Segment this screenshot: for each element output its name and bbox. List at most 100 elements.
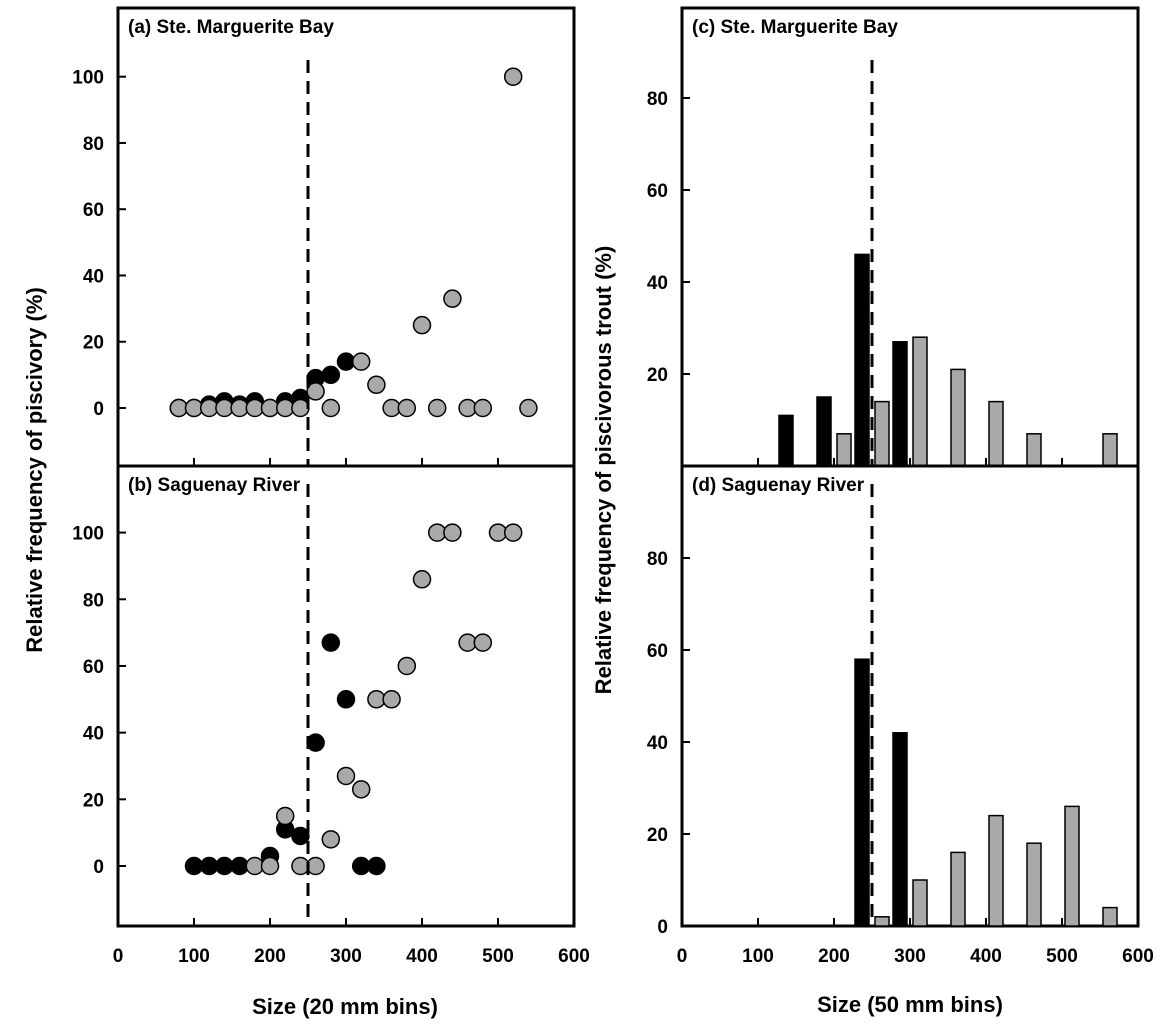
bar-gray: [912, 336, 928, 467]
y-tick-label: 80: [83, 134, 104, 155]
bar-gray: [1064, 805, 1080, 927]
bar-black: [892, 732, 908, 927]
data-point-black: [321, 633, 341, 652]
panel-title: (d) Saguenay River: [692, 475, 865, 496]
bar-gray: [836, 433, 852, 467]
x-tick-label: 400: [406, 946, 438, 967]
y-tick-label: 60: [647, 641, 668, 662]
x-tick-label: 100: [178, 946, 210, 967]
x-tick-label: 0: [113, 946, 124, 967]
y-tick-label: 40: [647, 733, 668, 754]
y-tick-label: 40: [647, 273, 668, 294]
bar-black: [854, 253, 870, 467]
data-point-gray: [443, 289, 462, 308]
panel-title: (c) Ste. Marguerite Bay: [692, 17, 898, 38]
bar-gray: [950, 851, 966, 927]
data-point-black: [291, 826, 310, 846]
x-tick-label: 300: [894, 946, 926, 967]
panel-title: (b) Saguenay River: [128, 475, 301, 496]
x-tick-label: 200: [818, 946, 850, 967]
left-ylabel: Relative frequency of piscivory (%): [22, 287, 47, 653]
y-tick-label: 80: [647, 89, 668, 110]
data-point-gray: [443, 523, 462, 542]
bar-gray: [988, 814, 1004, 927]
data-point-gray: [275, 806, 295, 826]
x-tick-label: 400: [970, 946, 1002, 967]
data-point-gray: [473, 398, 493, 418]
x-tick-label: 500: [482, 946, 514, 967]
y-tick-label: 80: [83, 590, 104, 611]
bar-gray: [1026, 433, 1042, 467]
panel-title: (a) Ste. Marguerite Bay: [128, 17, 334, 38]
x-tick-label: 500: [1046, 946, 1078, 967]
y-tick-label: 0: [657, 917, 668, 938]
data-point-gray: [260, 856, 280, 876]
panel-d-bar: (d) Saguenay River 0 20 40 60 80 0 100 200 300 400…: [647, 464, 1154, 967]
bar-black: [778, 414, 794, 467]
bar-gray: [912, 879, 928, 927]
data-point-gray: [412, 315, 432, 335]
y-tick-label: 0: [93, 857, 104, 878]
data-point-gray: [336, 766, 356, 786]
data-point-black: [336, 690, 356, 709]
y-tick-label: 20: [83, 333, 104, 354]
y-tick-label: 80: [647, 549, 668, 570]
bar-black: [816, 396, 832, 467]
data-point-gray: [306, 856, 325, 876]
data-point-gray: [397, 398, 417, 418]
left-xlabel: Size (20 mm bins): [252, 994, 438, 1019]
data-point-gray: [503, 523, 523, 542]
y-tick-label: 0: [93, 399, 104, 420]
data-point-gray: [519, 398, 538, 418]
data-point-gray: [306, 382, 325, 401]
data-point-black: [367, 856, 386, 876]
data-point-gray: [215, 398, 234, 418]
y-tick-label: 100: [72, 524, 104, 545]
x-tick-label: 100: [742, 946, 774, 967]
y-tick-label: 20: [647, 825, 668, 846]
data-point-black: [321, 365, 341, 385]
bar-gray: [1102, 433, 1118, 467]
bar-black: [892, 341, 908, 467]
data-point-gray: [291, 398, 310, 418]
y-tick-label: 40: [83, 266, 104, 287]
y-tick-label: 40: [83, 724, 104, 745]
y-tick-label: 20: [647, 365, 668, 386]
x-tick-label: 0: [677, 946, 688, 967]
bar-gray: [950, 368, 966, 467]
x-tick-label: 600: [1122, 946, 1154, 967]
y-tick-label: 60: [83, 657, 104, 678]
right-ylabel: Relative frequency of piscivorous trout …: [591, 246, 616, 695]
data-point-gray: [427, 398, 447, 418]
y-tick-label: 20: [83, 790, 104, 811]
data-point-gray: [503, 67, 523, 86]
y-tick-label: 60: [647, 181, 668, 202]
bar-gray: [1102, 906, 1118, 927]
data-point-gray: [321, 398, 341, 418]
bar-black: [854, 658, 870, 927]
bar-gray: [874, 916, 890, 927]
data-point-black: [215, 856, 234, 876]
data-point-gray: [473, 633, 493, 652]
data-point-gray: [351, 780, 371, 799]
data-point-gray: [351, 352, 371, 371]
panel-a-scatter: (a) Ste. Marguerite Bay 0 20 40 60 80 100: [72, 6, 576, 468]
data-point-black: [306, 733, 325, 752]
bar-gray: [1026, 842, 1042, 927]
bar-gray: [874, 400, 890, 467]
data-point-gray: [367, 375, 386, 395]
y-tick-label: 60: [83, 200, 104, 221]
panel-c-bar: (c) Ste. Marguerite Bay 20 40 60 80: [647, 6, 1140, 468]
data-point-gray: [382, 690, 401, 709]
x-tick-label: 600: [558, 946, 590, 967]
plot-frame: [680, 6, 1140, 468]
right-xlabel: Size (50 mm bins): [817, 992, 1003, 1017]
x-tick-label: 200: [254, 946, 286, 967]
data-point-gray: [397, 656, 417, 676]
data-point-gray: [321, 830, 341, 849]
y-tick-label: 100: [72, 68, 104, 89]
x-tick-label: 300: [330, 946, 362, 967]
panel-b-scatter: (b) Saguenay River 0 20 40 60 80 100 0 100 200 300…: [72, 464, 590, 967]
data-point-gray: [412, 570, 432, 589]
